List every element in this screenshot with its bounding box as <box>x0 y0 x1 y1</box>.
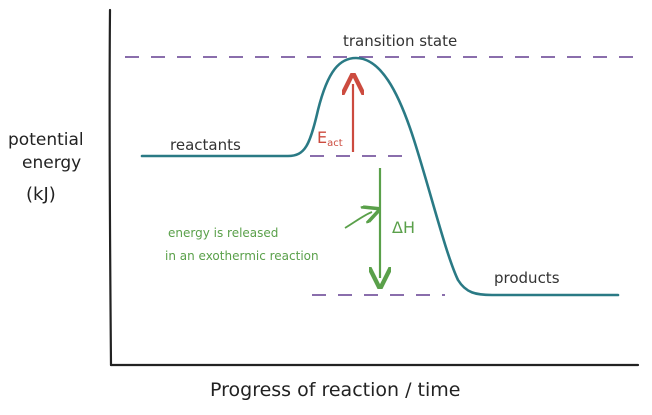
transition-state-label: transition state <box>343 32 457 50</box>
delta-h-label: ΔH <box>392 218 415 237</box>
activation-energy-label: Eact <box>317 128 343 149</box>
products-label: products <box>494 269 560 287</box>
note-pointer-arrow <box>344 212 372 229</box>
exothermic-note-line1: energy is released <box>168 226 278 240</box>
reaction-energy-curve <box>140 56 620 297</box>
y-axis-line <box>108 8 113 367</box>
x-axis-line <box>109 363 640 367</box>
y-axis-label-line1: potential <box>8 130 84 150</box>
y-axis-label-line3: (kJ) <box>26 184 56 205</box>
exothermic-note-line2: in an exothermic reaction <box>165 249 319 263</box>
reactants-label: reactants <box>170 136 241 154</box>
activation-energy-subscript: act <box>327 138 343 149</box>
x-axis-label: Progress of reaction / time <box>210 379 460 401</box>
activation-energy-main: E <box>317 128 327 147</box>
y-axis-label-line2: energy <box>22 153 81 173</box>
